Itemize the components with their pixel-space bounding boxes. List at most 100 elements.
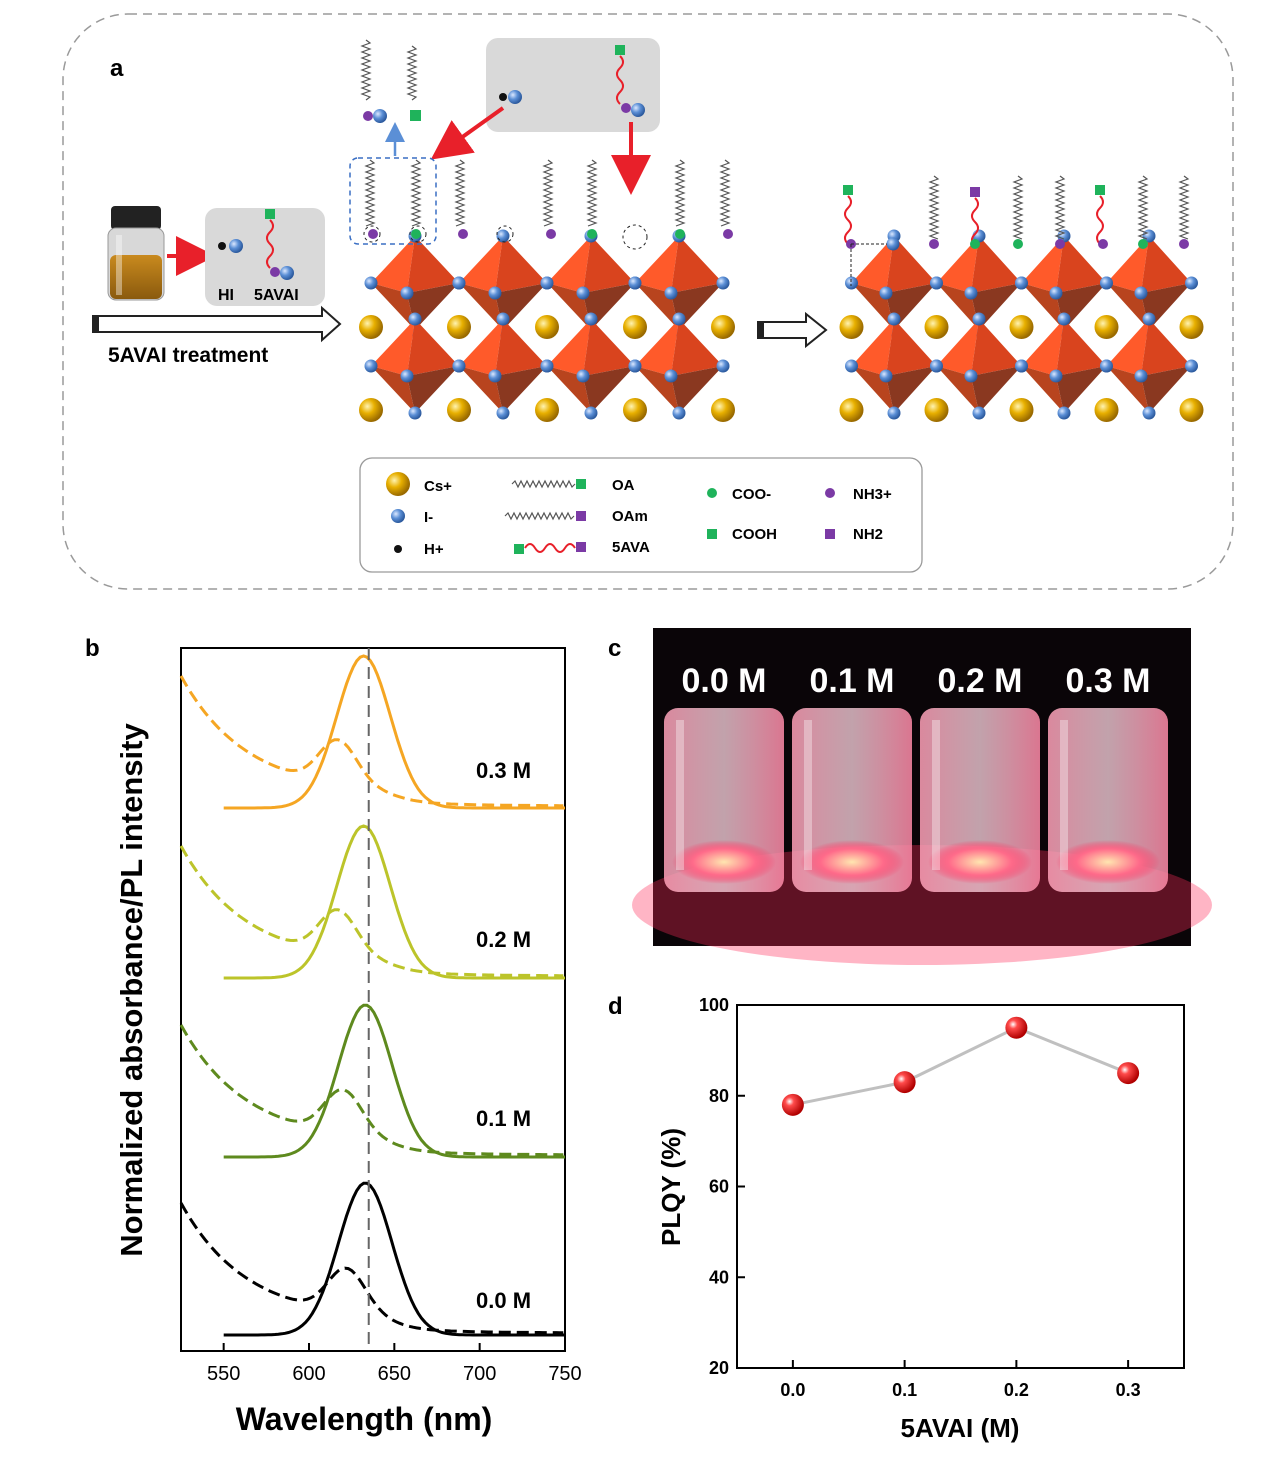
x-tick-label: 0.2 — [1004, 1380, 1029, 1400]
vial-label: 0.3 M — [1065, 662, 1150, 700]
vacancy-marker — [622, 224, 648, 250]
iodide-ion — [364, 359, 378, 373]
absorbance-curve — [179, 1202, 564, 1335]
absorbance-curve — [179, 1024, 564, 1157]
iodide-ion — [584, 406, 598, 420]
octahedron-face — [459, 319, 503, 376]
vial-label: 0.1 M — [809, 662, 894, 700]
panel-d-axes — [736, 1004, 1185, 1369]
alkyl-chain — [1178, 175, 1190, 240]
iodide-ion — [672, 312, 686, 326]
iodide-ion — [452, 276, 466, 290]
x-tick-label: 750 — [548, 1363, 581, 1385]
5ava-chain — [971, 197, 979, 247]
vial-glow — [672, 840, 776, 884]
reaction-box — [486, 38, 660, 132]
panel-d: d 20 40 60 80 100 0.0 0.1 0.2 0.3 PLQY (%) 5AVAI… — [608, 993, 1185, 1443]
cesium-ion — [1179, 398, 1204, 422]
iodide-ion — [584, 312, 598, 326]
x-tick-label: 0.3 — [1116, 1380, 1141, 1400]
y-tick-label: 40 — [709, 1267, 729, 1287]
result-arrow-icon — [757, 311, 828, 349]
ligand-selection-box — [349, 157, 437, 245]
iodide-ion — [664, 286, 678, 300]
x-tick-label: 0.1 — [892, 1380, 917, 1400]
amine-head — [970, 187, 980, 197]
cesium-ion — [623, 315, 647, 339]
carboxylic-acid-head — [843, 185, 853, 195]
vial-label: 0.2 M — [937, 662, 1022, 700]
octahedron-face — [371, 236, 415, 293]
iodide-ion — [930, 359, 943, 373]
alkyl-chain — [364, 159, 376, 227]
iodide-ion — [1057, 312, 1071, 326]
ammonium-head — [1098, 239, 1108, 249]
reagent-box — [205, 208, 325, 306]
cesium-ion — [359, 315, 383, 339]
octahedron-face — [495, 236, 547, 293]
series-label: 0.0 M — [476, 1288, 531, 1313]
iodide-ion — [1134, 286, 1148, 300]
legend-oam: OAm — [612, 508, 648, 525]
iodide-ion — [716, 359, 730, 373]
iodide-ion — [886, 237, 900, 251]
cesium-ion — [1179, 315, 1204, 339]
cesium-ion — [839, 398, 864, 422]
octahedron-face — [583, 366, 635, 413]
reagent-5avai-label: 5AVAI — [254, 287, 299, 304]
pl-curve — [223, 654, 565, 810]
alkyl-chain — [1054, 175, 1066, 240]
legend-iodide: I- — [424, 509, 433, 526]
plqy-point — [781, 1093, 804, 1116]
vial-highlight — [676, 720, 684, 870]
iodide-ion — [1185, 276, 1198, 290]
octahedron-face — [407, 236, 459, 293]
cesium-ion — [535, 315, 559, 339]
panel-b-xlabel: Wavelength (nm) — [236, 1401, 493, 1437]
octahedron-face — [547, 236, 591, 293]
vacancy-marker — [496, 225, 514, 243]
red-arrow-icon — [430, 106, 505, 160]
iodide-ion — [664, 369, 678, 383]
cesium-ion — [1094, 398, 1119, 422]
vial-highlight — [1060, 720, 1068, 870]
alkyl-chain — [674, 159, 686, 227]
ammonium-head — [1179, 239, 1189, 249]
absorbance-curve — [179, 675, 564, 808]
iodide-ion — [400, 286, 414, 300]
y-tick-label: 100 — [699, 995, 729, 1015]
octahedron-face — [971, 236, 1022, 293]
iodide-ion — [964, 369, 978, 383]
octahedron-face — [1021, 319, 1064, 376]
iodide-ion — [408, 312, 422, 326]
legend-cs: Cs+ — [424, 478, 452, 495]
octahedron-face — [635, 319, 679, 376]
reagent-hi-label: HI — [218, 287, 234, 304]
vial-glow — [800, 840, 904, 884]
panel-b-label: b — [85, 635, 100, 662]
iodide-ion — [887, 406, 901, 420]
cesium-ion — [839, 315, 864, 339]
panel-c-label: c — [608, 635, 621, 662]
iodide-ion — [930, 276, 943, 290]
alkyl-chain — [542, 159, 554, 227]
octahedron-face — [495, 366, 547, 413]
iodide-ion — [972, 312, 986, 326]
alkyl-chain — [454, 159, 466, 227]
legend-nh3: NH3+ — [853, 486, 892, 503]
carboxylate-head — [1013, 239, 1023, 249]
lattice-after — [839, 229, 1204, 422]
octahedron-face — [851, 236, 894, 293]
octahedron-face — [407, 366, 459, 413]
iodide-ion — [1057, 406, 1071, 420]
ammonium-head — [1055, 239, 1065, 249]
legend-5ava: 5AVA — [612, 539, 650, 556]
vials: 0.0 M 0.1 M 0.2 M 0.3 M — [664, 662, 1168, 892]
octahedron-face — [971, 366, 1022, 413]
iodide-ion — [1142, 312, 1156, 326]
precursor-vial — [107, 206, 165, 301]
y-tick-label: 20 — [709, 1358, 729, 1378]
carboxylate-head — [970, 239, 980, 249]
iodide-ion — [972, 406, 986, 420]
